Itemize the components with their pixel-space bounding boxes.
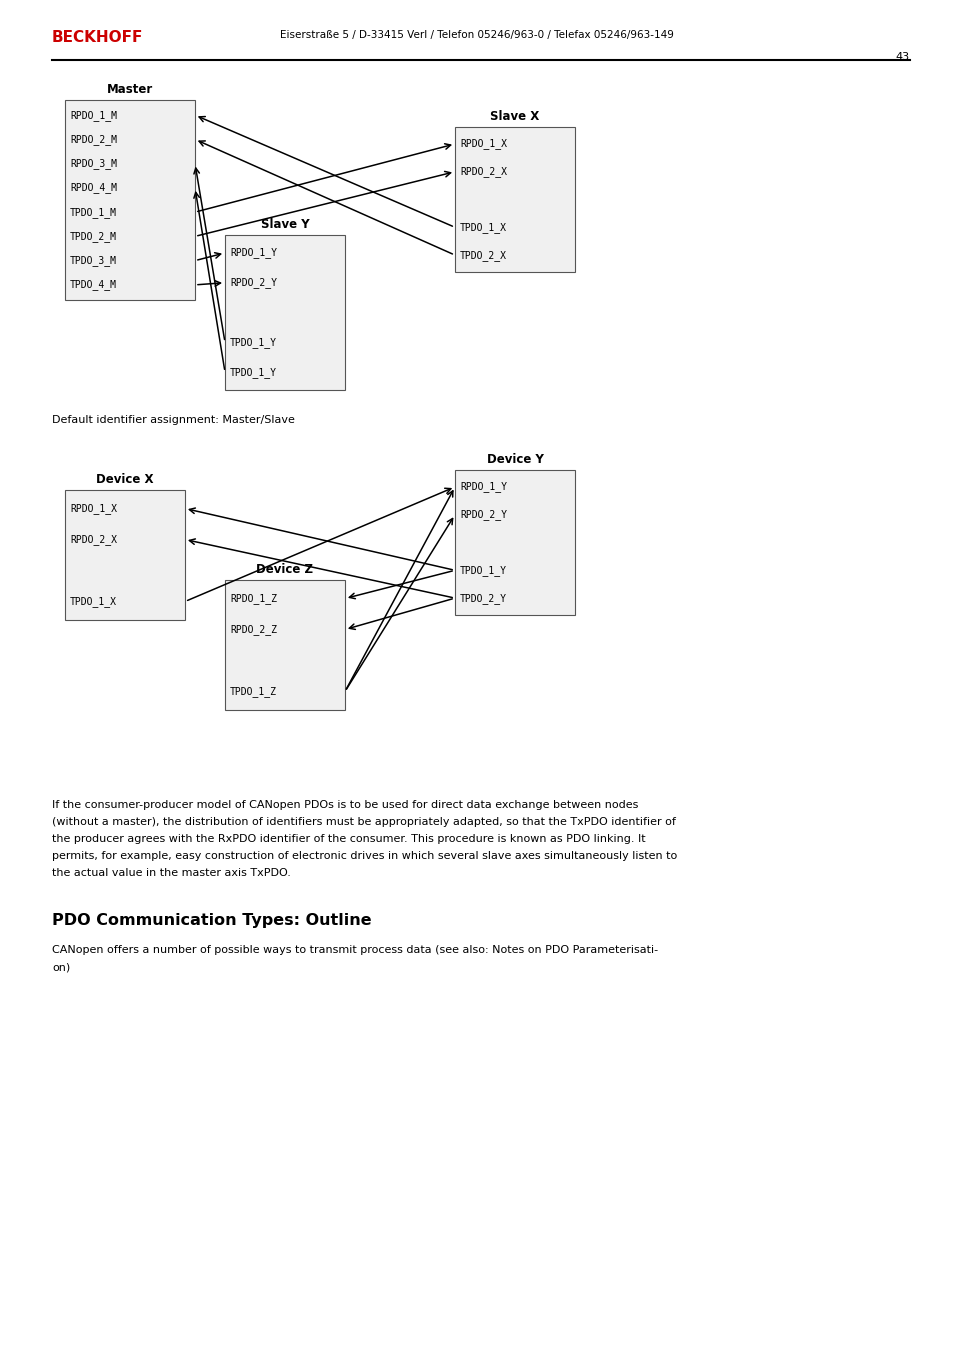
Text: TPDO_1_X: TPDO_1_X — [459, 222, 506, 232]
Text: Device Z: Device Z — [256, 563, 314, 576]
Text: TPDO_2_M: TPDO_2_M — [70, 231, 117, 242]
Text: Device Y: Device Y — [486, 453, 543, 466]
Text: TPDO_3_M: TPDO_3_M — [70, 255, 117, 266]
Text: RPDO_1_M: RPDO_1_M — [70, 109, 117, 120]
Bar — [65, 490, 185, 620]
Text: RPDO_1_Z: RPDO_1_Z — [230, 593, 276, 604]
Text: TPDO_1_Y: TPDO_1_Y — [230, 336, 276, 347]
Text: TPDO_2_X: TPDO_2_X — [459, 250, 506, 261]
Text: RPDO_2_Y: RPDO_2_Y — [459, 509, 506, 520]
Text: on): on) — [52, 962, 71, 971]
Text: RPDO_1_X: RPDO_1_X — [459, 138, 506, 150]
Bar — [225, 235, 345, 390]
Text: Slave Y: Slave Y — [260, 218, 309, 231]
Text: Master: Master — [107, 82, 153, 96]
Text: TPDO_1_Y: TPDO_1_Y — [459, 565, 506, 576]
Text: Device X: Device X — [96, 473, 153, 486]
Bar — [225, 580, 345, 711]
Text: the actual value in the master axis TxPDO.: the actual value in the master axis TxPD… — [52, 867, 291, 878]
Text: RPDO_4_M: RPDO_4_M — [70, 182, 117, 193]
Text: RPDO_2_Y: RPDO_2_Y — [230, 277, 276, 288]
Bar — [455, 127, 575, 272]
Text: 43: 43 — [895, 51, 909, 62]
Bar — [455, 470, 575, 615]
Text: TPDO_1_Z: TPDO_1_Z — [230, 686, 276, 697]
Text: RPDO_1_X: RPDO_1_X — [70, 503, 117, 513]
Text: RPDO_2_M: RPDO_2_M — [70, 134, 117, 145]
Text: RPDO_1_Y: RPDO_1_Y — [230, 247, 276, 258]
Text: RPDO_2_X: RPDO_2_X — [459, 166, 506, 177]
Text: RPDO_2_Z: RPDO_2_Z — [230, 624, 276, 635]
Text: (without a master), the distribution of identifiers must be appropriately adapte: (without a master), the distribution of … — [52, 817, 675, 827]
Bar — [65, 100, 194, 300]
Text: TPDO_1_X: TPDO_1_X — [70, 596, 117, 607]
Text: PDO Communication Types: Outline: PDO Communication Types: Outline — [52, 913, 372, 928]
Text: Default identifier assignment: Master/Slave: Default identifier assignment: Master/Sl… — [52, 415, 294, 426]
Text: CANopen offers a number of possible ways to transmit process data (see also: Not: CANopen offers a number of possible ways… — [52, 944, 658, 955]
Text: RPDO_1_Y: RPDO_1_Y — [459, 481, 506, 492]
Text: Slave X: Slave X — [490, 109, 539, 123]
Text: BECKHOFF: BECKHOFF — [52, 30, 143, 45]
Text: the producer agrees with the RxPDO identifier of the consumer. This procedure is: the producer agrees with the RxPDO ident… — [52, 834, 645, 844]
Text: permits, for example, easy construction of electronic drives in which several sl: permits, for example, easy construction … — [52, 851, 677, 861]
Text: If the consumer-producer model of CANopen PDOs is to be used for direct data exc: If the consumer-producer model of CANope… — [52, 800, 638, 811]
Text: TPDO_4_M: TPDO_4_M — [70, 280, 117, 290]
Text: RPDO_2_X: RPDO_2_X — [70, 534, 117, 544]
Text: TPDO_1_M: TPDO_1_M — [70, 207, 117, 218]
Text: TPDO_2_Y: TPDO_2_Y — [459, 593, 506, 604]
Text: Eiserstraße 5 / D-33415 Verl / Telefon 05246/963-0 / Telefax 05246/963-149: Eiserstraße 5 / D-33415 Verl / Telefon 0… — [280, 30, 673, 41]
Text: TPDO_1_Y: TPDO_1_Y — [230, 366, 276, 377]
Text: RPDO_3_M: RPDO_3_M — [70, 158, 117, 169]
